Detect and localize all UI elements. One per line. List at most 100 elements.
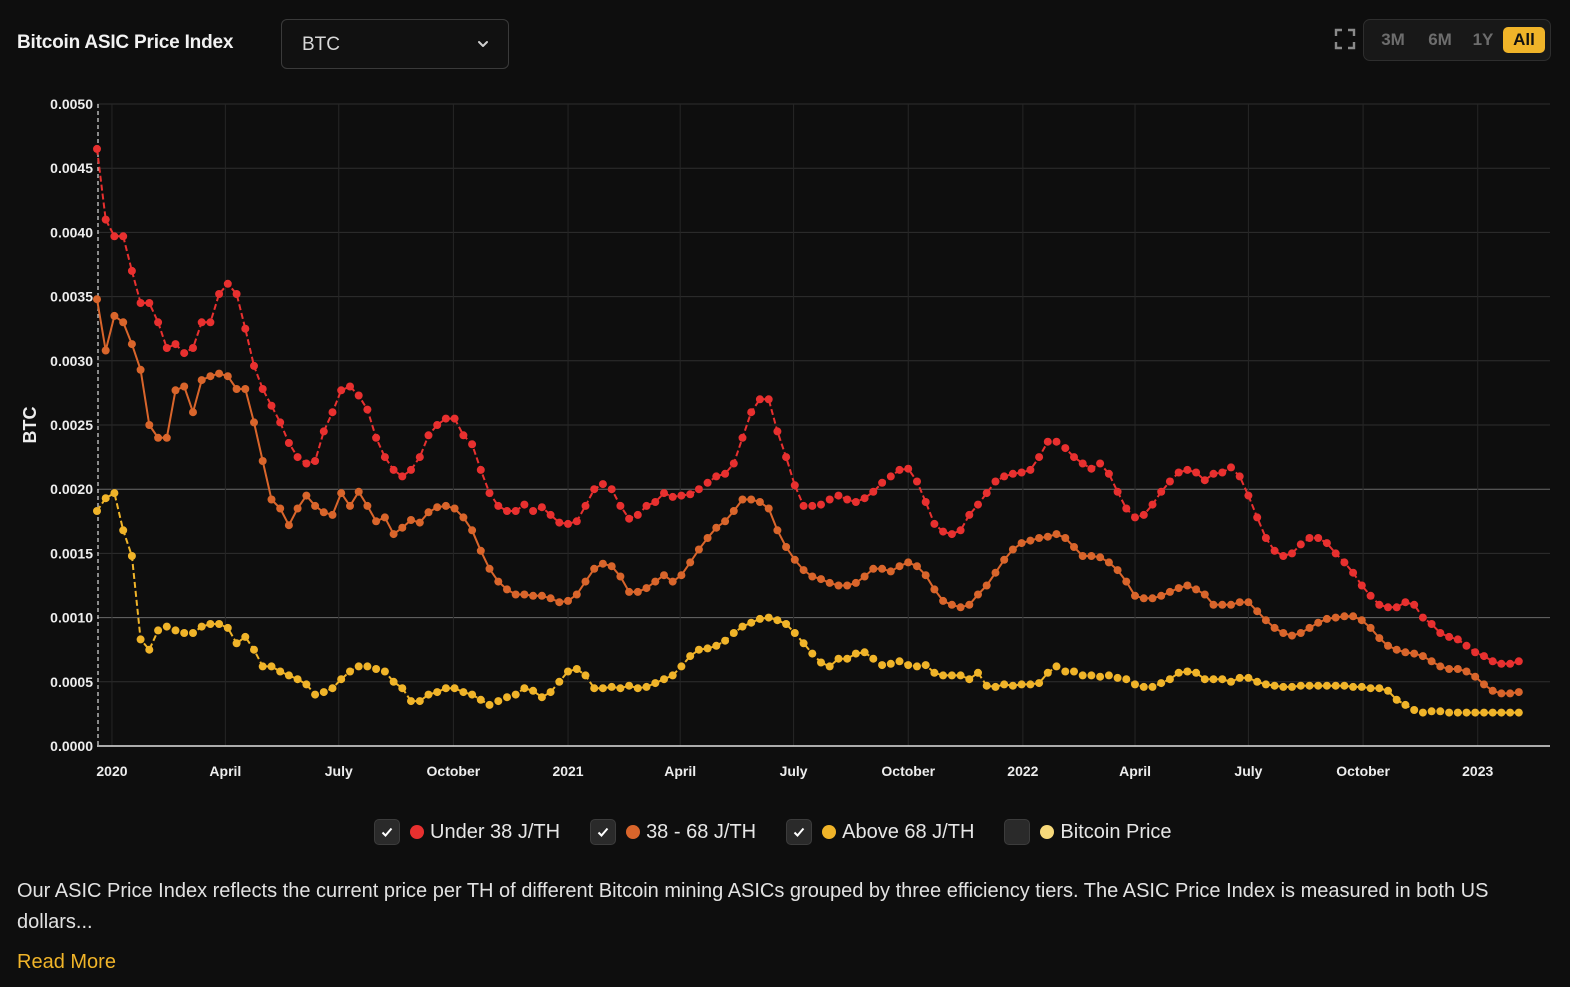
data-point: [799, 639, 808, 648]
data-point: [250, 418, 258, 427]
data-point: [171, 340, 180, 349]
legend-checkbox-38-68[interactable]: [590, 819, 617, 845]
data-point: [668, 492, 677, 501]
data-point: [433, 503, 442, 512]
data-point: [712, 523, 721, 532]
data-point: [1026, 465, 1035, 474]
data-point: [503, 585, 511, 594]
data-point: [851, 578, 860, 587]
data-point: [764, 395, 773, 404]
data-point: [564, 519, 572, 528]
data-point: [904, 558, 913, 567]
data-point: [476, 465, 485, 474]
data-point: [415, 453, 424, 462]
legend-item-38-68[interactable]: 38 - 68 J/TH: [590, 819, 756, 845]
data-point: [1427, 657, 1436, 666]
data-point: [485, 700, 494, 709]
data-point: [1375, 600, 1384, 609]
legend-checkbox-above-68[interactable]: [786, 819, 813, 845]
data-point: [127, 340, 136, 349]
data-point: [660, 489, 668, 498]
legend-item-above-68[interactable]: Above 68 J/TH: [786, 819, 974, 845]
data-point: [380, 513, 389, 522]
data-point: [834, 491, 843, 500]
data-point: [136, 365, 145, 374]
data-point: [1462, 708, 1471, 717]
data-point: [598, 480, 607, 489]
data-point: [1480, 652, 1488, 661]
legend-label: 38 - 68 J/TH: [646, 820, 757, 843]
data-point: [1192, 668, 1201, 677]
range-selector: 3M 6M 1Y All: [1363, 19, 1551, 61]
data-point: [1401, 700, 1410, 709]
data-point: [1087, 671, 1096, 680]
y-tick-label: 0.0030: [50, 353, 93, 369]
legend-dot-above-68: [822, 825, 837, 839]
data-point: [119, 232, 128, 241]
data-point: [276, 504, 285, 513]
data-point: [354, 662, 363, 671]
data-point: [346, 501, 354, 510]
currency-select[interactable]: BTC: [281, 19, 509, 69]
data-point: [1314, 618, 1323, 627]
legend-label: Above 68 J/TH: [842, 820, 975, 843]
data-point: [808, 572, 817, 581]
data-point: [677, 571, 686, 580]
range-6m-button[interactable]: 6M: [1428, 30, 1452, 49]
range-all-button[interactable]: All: [1503, 27, 1545, 53]
data-point: [407, 465, 415, 474]
legend-item-under-38[interactable]: Under 38 J/TH: [374, 819, 560, 845]
data-point: [293, 675, 302, 684]
data-point: [817, 658, 825, 667]
read-more-link[interactable]: Read More: [17, 951, 116, 973]
data-point: [913, 662, 921, 671]
data-point: [93, 295, 101, 304]
data-point: [1148, 594, 1157, 603]
legend-item-bitcoin-price[interactable]: Bitcoin Price: [1004, 819, 1172, 845]
data-point: [1043, 668, 1052, 677]
data-point: [956, 526, 965, 535]
data-point: [380, 667, 389, 676]
data-point: [939, 671, 948, 680]
data-point: [1497, 689, 1506, 698]
data-point: [1253, 677, 1262, 686]
data-point: [1401, 598, 1410, 607]
data-point: [1357, 682, 1366, 691]
data-point: [154, 318, 163, 327]
data-point: [346, 667, 354, 676]
data-point: [1270, 681, 1279, 690]
data-point: [895, 465, 904, 474]
data-point: [476, 546, 485, 555]
data-point: [721, 636, 730, 645]
data-point: [468, 440, 477, 449]
data-point: [398, 684, 407, 693]
data-point: [1070, 453, 1078, 462]
data-point: [372, 665, 381, 673]
data-point: [581, 671, 590, 680]
data-point: [878, 661, 887, 670]
data-point: [1000, 555, 1009, 564]
data-point: [232, 639, 241, 648]
data-point: [1209, 600, 1218, 609]
data-point: [1366, 623, 1375, 632]
data-point: [703, 644, 712, 653]
data-point: [1157, 487, 1166, 496]
data-point: [494, 697, 503, 706]
range-1y-button[interactable]: 1Y: [1472, 30, 1494, 49]
data-point: [773, 427, 782, 436]
data-point: [424, 431, 433, 440]
data-point: [974, 500, 982, 509]
data-point: [250, 361, 258, 370]
legend-checkbox-bitcoin-price[interactable]: [1004, 819, 1031, 845]
range-3m-button[interactable]: 3M: [1381, 30, 1405, 49]
data-point: [764, 613, 773, 622]
data-point: [1139, 682, 1148, 691]
data-point: [1279, 552, 1288, 560]
data-point: [537, 503, 546, 512]
data-point: [782, 620, 791, 628]
data-point: [939, 596, 948, 605]
data-point: [145, 299, 154, 307]
legend-checkbox-under-38[interactable]: [374, 819, 400, 845]
data-point: [1253, 513, 1262, 522]
fullscreen-icon[interactable]: [1334, 28, 1356, 50]
